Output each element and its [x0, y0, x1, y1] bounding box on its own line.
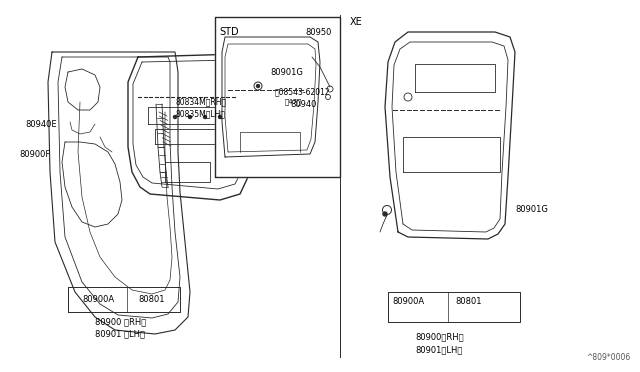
Text: 80900 〈RH〉: 80900 〈RH〉 — [95, 317, 147, 327]
Bar — [215, 17, 340, 177]
Text: 80900A: 80900A — [82, 295, 114, 304]
Text: STD: STD — [219, 27, 239, 37]
Text: 80900F: 80900F — [19, 150, 51, 158]
Text: 80835M〈LH〉: 80835M〈LH〉 — [175, 109, 225, 119]
Text: 80901G: 80901G — [515, 205, 548, 214]
Text: XE: XE — [350, 17, 363, 27]
Text: 80940E: 80940E — [25, 119, 56, 128]
Text: 80901G: 80901G — [270, 67, 303, 77]
Text: 80901 〈LH〉: 80901 〈LH〉 — [95, 330, 145, 339]
Circle shape — [218, 115, 221, 119]
Text: 〄47々: 〄47々 — [285, 99, 302, 105]
Text: 80801: 80801 — [138, 295, 164, 304]
Text: Ⓢ08543-62012: Ⓢ08543-62012 — [275, 87, 331, 96]
Text: 80940: 80940 — [290, 99, 316, 109]
Text: 80950: 80950 — [305, 28, 332, 36]
Text: 80901〈LH〉: 80901〈LH〉 — [415, 346, 462, 355]
Circle shape — [383, 212, 387, 216]
Text: 80900〈RH〉: 80900〈RH〉 — [415, 333, 463, 341]
Text: 80900A: 80900A — [392, 298, 424, 307]
Circle shape — [257, 84, 259, 87]
Circle shape — [173, 115, 177, 119]
Circle shape — [189, 115, 191, 119]
Circle shape — [204, 115, 207, 119]
Text: 80801: 80801 — [455, 298, 481, 307]
Text: ^809*0006: ^809*0006 — [586, 353, 630, 362]
Text: 80834M〈RH〉: 80834M〈RH〉 — [175, 97, 226, 106]
